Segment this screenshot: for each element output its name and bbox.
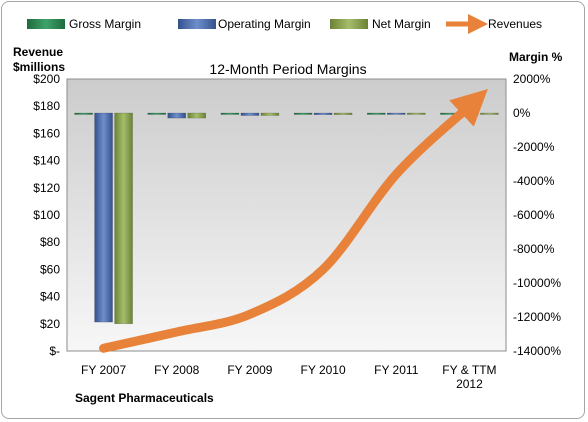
x-tick-label: FY 2008: [154, 363, 199, 377]
bar-net-margin: [187, 112, 206, 119]
right-tick-label: -6000%: [513, 208, 555, 222]
plot-area: [66, 78, 507, 352]
bar-operating-margin: [240, 112, 260, 116]
legend-operating-margin: Operating Margin: [218, 17, 311, 31]
x-tick-label: FY 2011: [374, 363, 419, 377]
legend-revenues: Revenues: [488, 17, 542, 31]
x-axis-ticks: FY 2007 FY 2008 FY 2009 FY 2010 FY 2011 FY & …: [81, 363, 497, 391]
right-tick-label: 2000%: [513, 72, 551, 86]
legend-swatch-gross-margin: [27, 19, 65, 29]
bar-gross-margin: [74, 112, 93, 115]
right-axis-ticks: 2000% 0% -2000% -4000% -6000% -8000% -10000% -1…: [513, 72, 561, 358]
legend-net-margin: Net Margin: [372, 17, 431, 31]
left-tick-label: $100: [33, 208, 60, 222]
legend-swatch-net-margin: [330, 19, 368, 29]
bar-net-margin: [480, 112, 499, 115]
revenue-line-group: [99, 89, 488, 353]
right-tick-label: 0%: [513, 106, 531, 120]
legend: Gross Margin Operating Margin Net Margin…: [27, 14, 542, 34]
right-tick-label: -12000%: [513, 310, 561, 324]
bar-gross-margin: [293, 112, 313, 115]
bar-operating-margin: [94, 112, 113, 323]
bar-net-margin: [407, 112, 426, 115]
right-tick-label: -8000%: [513, 242, 555, 256]
left-tick-label: $60: [40, 262, 60, 276]
left-tick-label: $120: [33, 181, 60, 195]
bars-group: [74, 112, 499, 325]
bar-operating-margin: [313, 112, 333, 115]
x-tick-label: FY 2009: [227, 363, 272, 377]
bar-net-margin: [114, 112, 133, 325]
bar-gross-margin: [220, 112, 240, 115]
left-tick-label: $-: [49, 344, 60, 358]
right-tick-label: -2000%: [513, 140, 555, 154]
chart-title: 12-Month Period Margins: [209, 61, 366, 77]
left-tick-label: $160: [33, 126, 60, 140]
left-tick-label: $40: [40, 290, 60, 304]
bar-gross-margin: [147, 112, 166, 115]
revenue-line: [99, 89, 488, 353]
left-tick-label: $180: [33, 99, 60, 113]
left-axis-ticks: $200 $180 $160 $140 $120 $100 $80 $60 $40 $20 $-: [33, 72, 60, 358]
bar-net-margin: [333, 112, 353, 115]
right-axis-label: Margin %: [509, 50, 563, 64]
bar-net-margin: [260, 112, 280, 116]
left-tick-label: $200: [33, 72, 60, 86]
right-tick-label: -14000%: [513, 344, 561, 358]
x-tick-label: FY & TTM: [442, 363, 496, 377]
x-tick-label: 2012: [456, 377, 483, 391]
left-tick-label: $140: [33, 154, 60, 168]
bar-gross-margin: [367, 112, 386, 115]
x-tick-label: FY 2010: [301, 363, 346, 377]
right-tick-label: -10000%: [513, 276, 561, 290]
left-tick-label: $80: [40, 235, 60, 249]
legend-swatch-operating-margin: [178, 19, 216, 29]
right-tick-label: -4000%: [513, 174, 555, 188]
left-axis-label-line1: Revenue: [13, 45, 63, 59]
legend-gross-margin: Gross Margin: [69, 17, 141, 31]
left-tick-label: $20: [40, 317, 60, 331]
x-tick-label: FY 2007: [81, 363, 126, 377]
left-axis-label-line2: $millions: [13, 60, 65, 74]
bar-operating-margin: [167, 112, 186, 119]
bar-operating-margin: [387, 112, 406, 115]
company-name: Sagent Pharmaceuticals: [75, 391, 214, 405]
